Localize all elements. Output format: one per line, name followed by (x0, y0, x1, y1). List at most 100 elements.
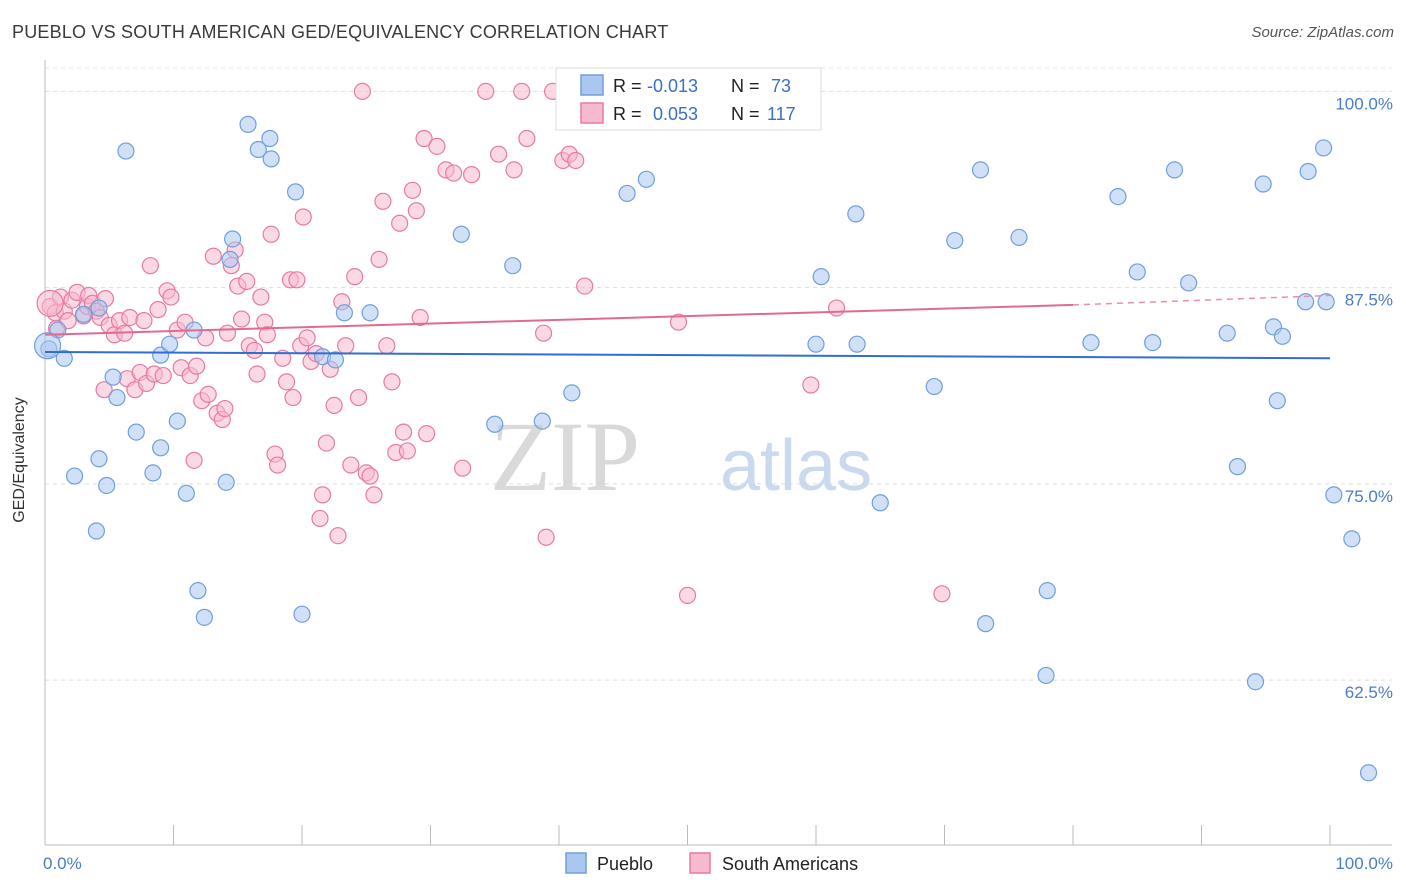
stats-legend: R = -0.013 N = 73 R = 0.053 N = 117 (555, 67, 822, 131)
south-americans-point-74 (325, 396, 343, 414)
pueblo-point-44 (847, 205, 865, 223)
south-americans-point-61 (277, 373, 296, 391)
pueblo-point-25 (239, 115, 257, 133)
south-americans-point-97 (418, 425, 436, 443)
pueblo-point-54 (1082, 334, 1100, 352)
chart-title: PUEBLO VS SOUTH AMERICAN GED/EQUIVALENCY… (12, 22, 669, 42)
pueblo-point-27 (261, 129, 279, 148)
south-americans-point-79 (346, 268, 364, 286)
south-americans-point-84 (365, 486, 383, 504)
south-americans-point-24 (135, 312, 153, 330)
south-americans-point-81 (353, 82, 371, 101)
pueblo-point-47 (925, 377, 943, 396)
pueblo-point-1 (55, 349, 73, 367)
series-south-americans (36, 82, 951, 604)
south-americans-point-56 (258, 326, 276, 344)
legend-r-label-2: R = (613, 104, 642, 124)
south-americans-point-60 (274, 349, 292, 367)
pueblo-point-24 (224, 230, 242, 248)
legend-r-value-2: 0.053 (653, 104, 698, 124)
south-americans-point-108 (534, 324, 553, 342)
trend-line-south-americans-extension (1072, 294, 1331, 306)
south-americans-point-118 (827, 299, 846, 317)
pueblo-point-26 (249, 140, 267, 159)
south-americans-point-100 (445, 164, 463, 182)
south-americans-point-45 (218, 324, 237, 342)
watermark-zip: ZIP (490, 401, 640, 512)
bottom-legend-swatch-pueblo (565, 852, 587, 874)
south-americans-point-92 (398, 442, 416, 460)
legend-n-label-2: N = (731, 104, 760, 124)
south-americans-point-80 (349, 388, 368, 407)
south-americans-point-107 (518, 129, 536, 148)
south-americans-point-50 (238, 272, 256, 290)
y-tick-label-1: 87.5% (1345, 291, 1393, 310)
pueblo-point-73 (1359, 764, 1378, 782)
pueblo-point-5 (90, 299, 108, 317)
pueblo-point-71 (1325, 486, 1343, 504)
south-americans-point-21 (121, 308, 139, 327)
pueblo-point-40 (618, 184, 636, 203)
south-americans-point-52 (245, 341, 264, 360)
pueblo-point-69 (1314, 139, 1333, 157)
south-americans-point-94 (407, 202, 425, 220)
pueblo-point-22 (217, 473, 235, 491)
south-americans-point-63 (284, 388, 302, 407)
pueblo-point-53 (1038, 582, 1056, 600)
pueblo-point-17 (168, 412, 186, 430)
south-americans-point-75 (329, 527, 347, 545)
south-americans-point-119 (933, 585, 951, 603)
south-americans-point-109 (537, 528, 555, 546)
pueblo-point-41 (637, 170, 655, 188)
south-americans-point-44 (216, 399, 234, 418)
south-americans-cluster-point (36, 289, 64, 317)
pueblo-point-62 (1246, 673, 1265, 691)
south-americans-point-67 (298, 329, 316, 347)
south-americans-point-86 (374, 192, 392, 210)
pueblo-point-15 (152, 439, 170, 457)
pueblo-point-42 (807, 335, 825, 353)
south-americans-point-71 (313, 486, 332, 504)
trend-line-south-americans (44, 303, 1074, 336)
pueblo-point-8 (98, 476, 116, 495)
south-americans-point-103 (477, 82, 495, 101)
pueblo-point-65 (1268, 392, 1286, 410)
south-americans-point-29 (154, 366, 172, 385)
pueblo-point-10 (108, 388, 126, 407)
pueblo-point-46 (871, 494, 889, 512)
south-americans-point-57 (262, 225, 280, 243)
source-credit: Source: ZipAtlas.com (1251, 24, 1394, 41)
y-tick-label-0: 100.0% (1335, 94, 1393, 113)
pueblo-point-48 (946, 231, 964, 250)
pueblo-point-68 (1299, 162, 1317, 181)
south-americans-point-113 (567, 151, 585, 170)
pueblo-point-3 (74, 305, 93, 323)
pueblo-point-23 (221, 250, 239, 268)
pueblo-point-4 (65, 467, 84, 485)
south-americans-point-77 (337, 337, 355, 355)
pueblo-point-70 (1317, 293, 1335, 311)
pueblo-point-56 (1128, 263, 1146, 281)
south-americans-point-36 (185, 451, 203, 469)
pueblo-point-72 (1343, 530, 1361, 548)
south-americans-point-78 (342, 456, 360, 474)
pueblo-point-61 (1228, 458, 1247, 476)
pueblo-point-30 (293, 605, 311, 623)
south-americans-point-31 (162, 288, 180, 306)
south-americans-point-54 (252, 288, 270, 306)
y-tick-label-3: 62.5% (1345, 683, 1393, 702)
pueblo-point-45 (848, 335, 866, 353)
south-americans-point-88 (383, 373, 401, 391)
pueblo-point-33 (335, 304, 354, 322)
south-americans-point-102 (463, 166, 481, 184)
south-americans-point-90 (391, 214, 409, 232)
south-americans-point-91 (394, 423, 413, 441)
legend-swatch-south-americans (580, 102, 604, 124)
pueblo-point-12 (127, 423, 145, 441)
south-americans-point-83 (361, 467, 379, 485)
south-americans-point-105 (513, 82, 531, 101)
pueblo-point-11 (117, 142, 135, 160)
pueblo-point-21 (195, 608, 213, 626)
pueblo-point-57 (1144, 334, 1162, 352)
